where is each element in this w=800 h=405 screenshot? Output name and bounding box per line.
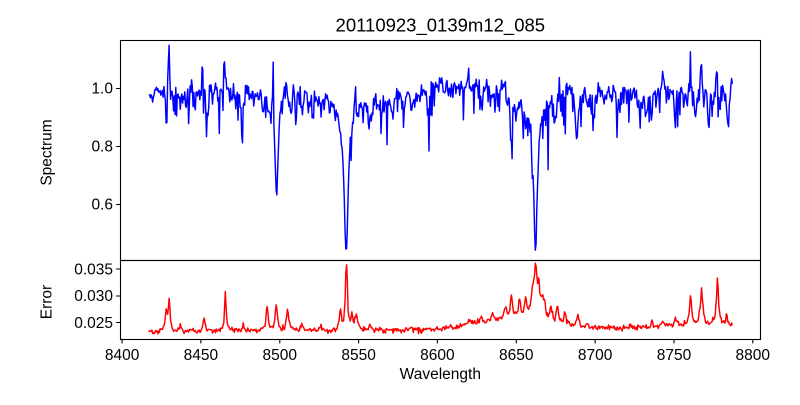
svg-text:8600: 8600 [420, 347, 455, 364]
svg-text:8500: 8500 [263, 347, 298, 364]
svg-text:0.025: 0.025 [74, 315, 113, 332]
svg-text:0.035: 0.035 [74, 261, 113, 278]
svg-text:20110923_0139m12_085: 20110923_0139m12_085 [336, 14, 546, 36]
svg-text:8700: 8700 [578, 347, 613, 364]
svg-text:1.0: 1.0 [91, 81, 113, 98]
svg-text:0.6: 0.6 [91, 197, 113, 214]
svg-text:Wavelength: Wavelength [400, 366, 481, 383]
svg-text:8750: 8750 [657, 347, 692, 364]
svg-text:8650: 8650 [499, 347, 534, 364]
svg-text:8450: 8450 [184, 347, 219, 364]
svg-text:8400: 8400 [105, 347, 140, 364]
svg-text:Spectrum: Spectrum [39, 119, 56, 185]
svg-text:0.8: 0.8 [91, 139, 113, 156]
svg-text:Error: Error [39, 285, 56, 319]
svg-text:8800: 8800 [736, 347, 771, 364]
svg-text:0.030: 0.030 [74, 288, 113, 305]
svg-text:8550: 8550 [341, 347, 376, 364]
